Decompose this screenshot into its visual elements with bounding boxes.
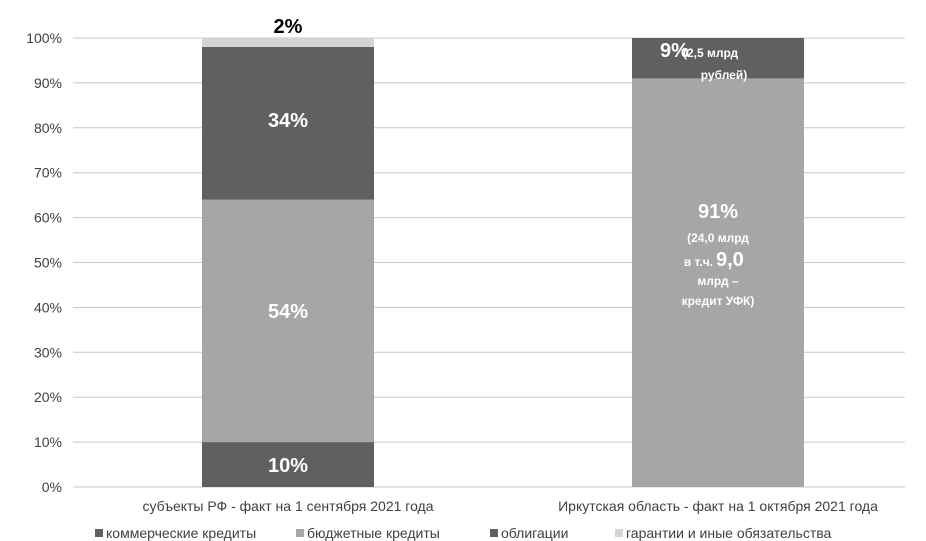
y-tick-label-8: 80% [34,120,62,136]
legend-label-0: коммерческие кредиты [106,525,256,541]
label-c1-budget-line1: (24,0 млрд [687,231,749,245]
y-tick-label-0: 0% [42,479,62,495]
legend-label-2: облигации [501,525,568,541]
y-tick-label-1: 10% [34,434,62,450]
label-c1-budget-line4: кредит УФК) [682,294,755,308]
category-label-1: Иркутская область - факт на 1 октября 20… [558,498,878,514]
y-tick-label-10: 100% [26,30,62,46]
y-axis: 0% 10% 20% 30% 40% 50% 60% 70% 80% 90% 100% [26,30,62,495]
bar-segment-c0-s1 [202,199,374,443]
bars [202,38,804,487]
legend: коммерческие кредиты бюджетные кредиты о… [95,525,832,541]
legend-swatch-2 [490,529,498,537]
y-tick-label-4: 40% [34,299,62,315]
bar-segment-c0-s3 [202,38,374,47]
bar-segment-c0-s2 [202,46,374,200]
y-tick-label-3: 30% [34,344,62,360]
label-c1-budget-line2b: 9,0 [716,249,744,271]
legend-swatch-0 [95,529,103,537]
y-tick-label-6: 60% [34,210,62,226]
label-c1-budget-line2a: в т.ч. [684,255,713,269]
label-c1-budget: 91% [698,201,738,223]
label-c0-budget: 54% [268,301,308,323]
label-c0-guarantees: 2% [274,16,303,38]
label-c1-bonds-note-b: рублей) [701,68,747,82]
legend-swatch-1 [296,529,304,537]
x-axis: субъекты РФ - факт на 1 сентября 2021 го… [142,498,878,514]
y-tick-label-2: 20% [34,389,62,405]
y-tick-label-5: 50% [34,255,62,271]
label-c1-budget-line3: млрд – [697,274,738,288]
data-labels: 2% 34% 54% 10% 9% (2,5 млрд рублей) 91% … [268,16,754,477]
category-label-0: субъекты РФ - факт на 1 сентября 2021 го… [142,498,433,514]
bar-segment-c1-s1 [632,78,804,487]
label-c1-bonds: 9% [660,40,689,62]
y-tick-label-7: 70% [34,165,62,181]
bar-segment-c0-s0 [202,442,374,487]
bar-segment-c1-s2 [632,38,804,79]
label-c1-bonds-note-a: (2,5 млрд [683,46,739,60]
legend-label-1: бюджетные кредиты [307,525,440,541]
legend-label-3: гарантии и иные обязательства [626,525,832,541]
legend-swatch-3 [615,529,623,537]
y-tick-label-9: 90% [34,75,62,91]
label-c0-commercial: 10% [268,455,308,477]
label-c0-bonds: 34% [268,110,308,132]
